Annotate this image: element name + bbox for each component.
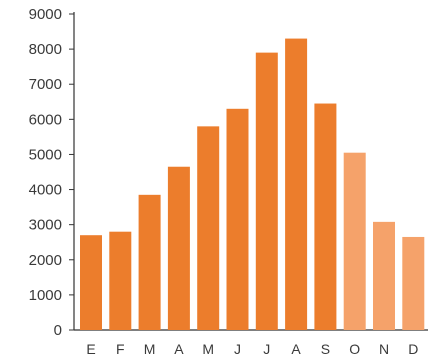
y-tick-label: 5000: [29, 146, 62, 163]
bar-E: [80, 235, 102, 330]
x-category-label: J: [234, 341, 241, 357]
x-category-label: O: [349, 341, 360, 357]
y-tick-label: 2000: [29, 252, 62, 269]
x-category-label: S: [321, 341, 330, 357]
bars-group: [80, 38, 425, 331]
y-axis-tick-marks: [69, 13, 74, 331]
bar-D: [402, 236, 425, 330]
bar-J: [226, 108, 249, 330]
x-category-label: M: [202, 341, 214, 357]
y-tick-label: 8000: [29, 41, 62, 58]
x-category-label: N: [379, 341, 389, 357]
y-tick-label: 7000: [29, 76, 62, 93]
y-tick-label: 6000: [29, 111, 62, 128]
x-category-label: D: [408, 341, 418, 357]
x-category-label: E: [86, 341, 95, 357]
bar-O: [343, 152, 366, 330]
bar-F: [109, 231, 132, 330]
x-category-label: A: [291, 341, 301, 357]
x-category-label: F: [116, 341, 125, 357]
bar-N: [373, 221, 395, 330]
x-category-label: M: [144, 341, 156, 357]
y-tick-label: 0: [54, 322, 62, 339]
bar-J: [255, 52, 278, 330]
y-tick-label: 4000: [29, 182, 62, 199]
x-category-label: A: [174, 341, 184, 357]
bar-S: [314, 103, 337, 331]
bar-A: [167, 166, 190, 330]
x-category-label: J: [263, 341, 270, 357]
y-axis-tick-labels: 0 1000 2000 3000 4000 5000 6000 7000 8000 9000: [29, 6, 62, 339]
bar-M: [138, 194, 161, 330]
y-tick-label: 1000: [29, 287, 62, 304]
y-tick-label: 9000: [29, 6, 62, 23]
bar-M: [197, 126, 220, 330]
bar-A: [285, 38, 308, 330]
y-tick-label: 3000: [29, 217, 62, 234]
